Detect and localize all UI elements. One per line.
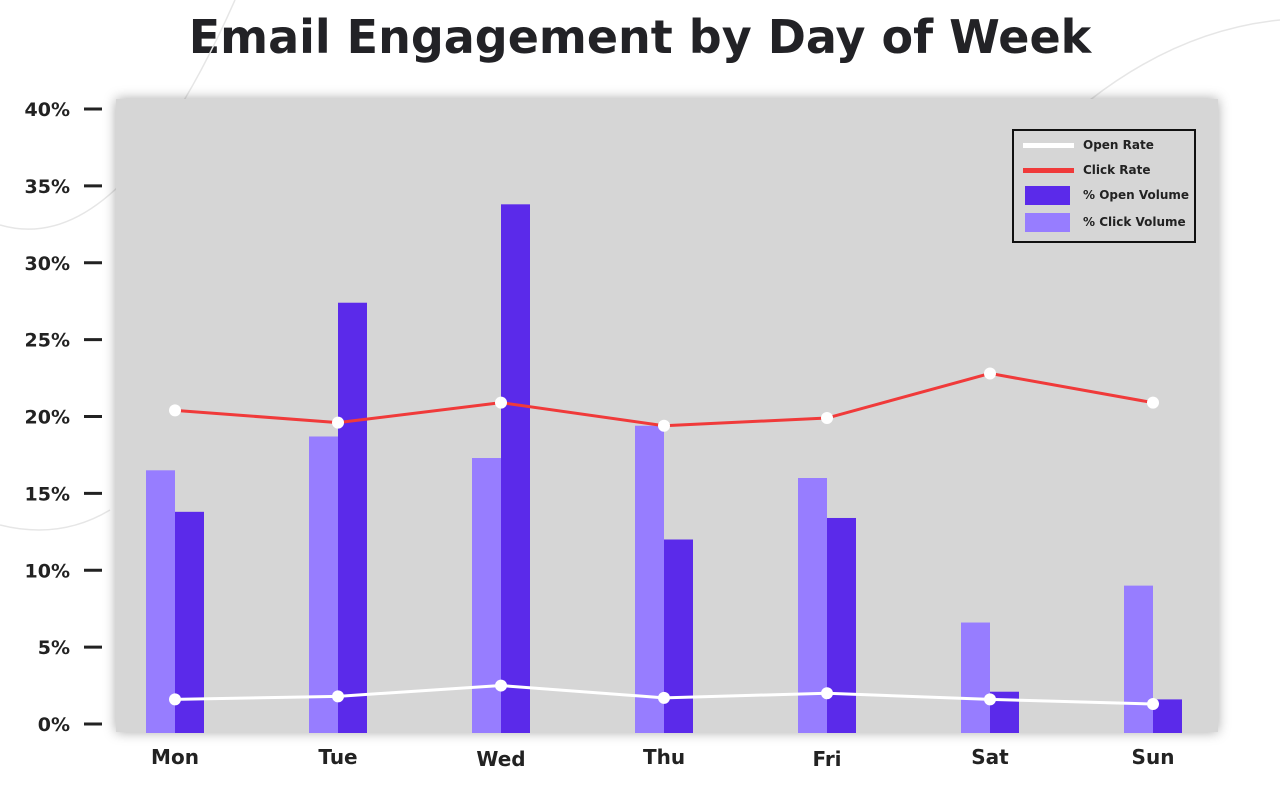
point-open-rate bbox=[332, 690, 344, 703]
legend-swatch bbox=[1025, 186, 1070, 205]
chart-title: Email Engagement by Day of Week bbox=[188, 10, 1092, 64]
x-tick-label: Sun bbox=[1132, 745, 1175, 769]
legend-swatch bbox=[1025, 213, 1070, 232]
point-open-rate bbox=[169, 693, 181, 706]
point-click-rate bbox=[332, 416, 344, 429]
y-tick-label: 10% bbox=[25, 560, 70, 582]
bar-click-volume bbox=[309, 436, 338, 733]
bar-click-volume bbox=[635, 425, 664, 733]
y-tick-label: 30% bbox=[25, 253, 70, 275]
point-click-rate bbox=[984, 367, 996, 380]
y-tick-label: 20% bbox=[25, 407, 70, 429]
point-open-rate bbox=[1147, 698, 1159, 711]
point-open-rate bbox=[495, 679, 507, 692]
y-tick-label: 15% bbox=[25, 483, 70, 505]
x-tick-label: Tue bbox=[318, 745, 357, 769]
point-open-rate bbox=[821, 687, 833, 700]
point-click-rate bbox=[658, 419, 670, 432]
x-tick-label: Mon bbox=[151, 745, 199, 769]
y-tick-label: 35% bbox=[25, 176, 70, 198]
y-tick-label: 0% bbox=[38, 714, 70, 736]
x-tick-label: Thu bbox=[643, 745, 685, 769]
point-open-rate bbox=[984, 693, 996, 706]
point-click-rate bbox=[821, 412, 833, 425]
legend-label: Open Rate bbox=[1083, 138, 1154, 152]
point-click-rate bbox=[1147, 396, 1159, 409]
bar-open-volume bbox=[827, 517, 856, 733]
point-open-rate bbox=[658, 691, 670, 704]
bar-open-volume bbox=[338, 302, 367, 733]
y-tick-label: 40% bbox=[25, 99, 70, 121]
point-click-rate bbox=[169, 404, 181, 417]
decor-arc bbox=[0, 509, 111, 531]
legend: Open Rate Click Rate % Open Volume % Click … bbox=[1012, 129, 1196, 243]
y-tick-label: 25% bbox=[25, 330, 70, 352]
y-tick-label: 5% bbox=[38, 637, 70, 659]
point-click-rate bbox=[495, 396, 507, 409]
legend-label: % Click Volume bbox=[1083, 215, 1186, 229]
x-tick-label: Fri bbox=[812, 747, 841, 771]
bar-click-volume bbox=[1124, 585, 1153, 733]
legend-label: Click Rate bbox=[1083, 163, 1151, 177]
bar-open-volume bbox=[501, 204, 530, 733]
bar-click-volume bbox=[146, 470, 175, 733]
bar-open-volume bbox=[664, 539, 693, 733]
x-tick-label: Wed bbox=[476, 747, 525, 771]
x-tick-label: Sat bbox=[971, 745, 1009, 769]
legend-swatch bbox=[1023, 143, 1074, 148]
legend-label: % Open Volume bbox=[1083, 188, 1189, 202]
decor-arc bbox=[1089, 19, 1280, 101]
bar-click-volume bbox=[961, 622, 990, 733]
legend-swatch bbox=[1023, 168, 1074, 173]
bar-click-volume bbox=[472, 458, 501, 733]
